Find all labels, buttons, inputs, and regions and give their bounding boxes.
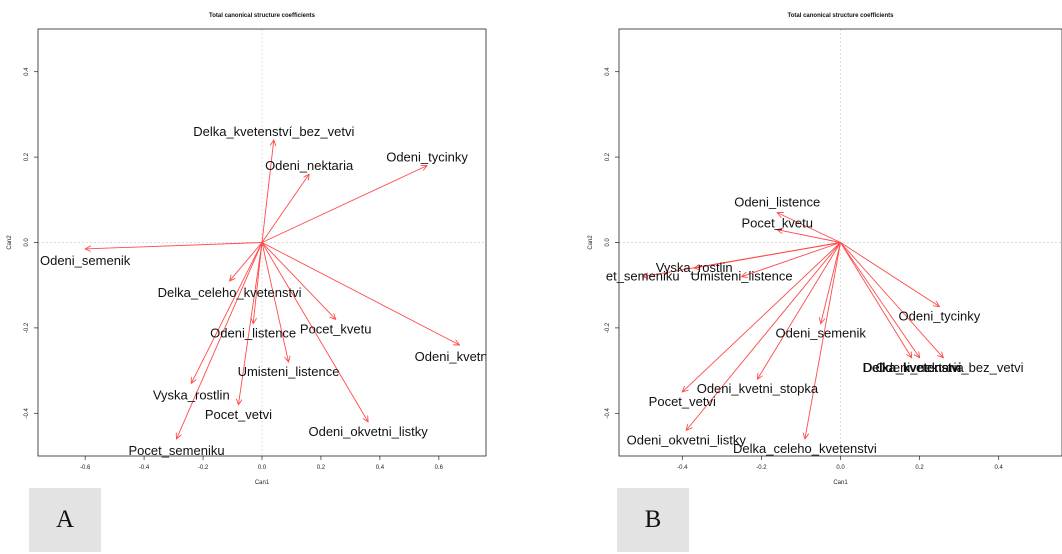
y-tick-label-b-4: 0.4 bbox=[605, 67, 611, 76]
arrow-label-b-6: Odeni_semenik bbox=[776, 326, 867, 341]
chart-panel-b: Total canonical structure coefficients -0… bbox=[588, 13, 1062, 486]
arrow-label-b-7: Delka_kvetenstvi bbox=[863, 360, 961, 375]
arrow-label-b-8: Odeni_nektaria bbox=[876, 360, 965, 375]
arrow-b-11 bbox=[682, 242, 841, 392]
arrow-label-b-12: Odeni_okvetni_listky bbox=[627, 432, 747, 447]
arrow-label-b-9: Delka_kvetenstvi_bez_vetvi bbox=[863, 360, 1024, 375]
x-tick-label-b-3: 0.2 bbox=[915, 465, 924, 471]
arrow-label-a-2: Odeni_tycinky bbox=[386, 150, 468, 165]
arrow-a-0 bbox=[261, 140, 274, 243]
arrow-b-7 bbox=[840, 242, 912, 358]
x-tick-label-a-0: -0.6 bbox=[80, 465, 91, 471]
arrow-b-8 bbox=[840, 242, 920, 358]
arrow-label-a-12: Pocet_semeniku bbox=[128, 443, 224, 458]
arrows-group-b: Odeni_listence Pocet_kvetu Vyska_rostlinet… bbox=[606, 195, 1024, 456]
y-tick-label-a-4: 0.4 bbox=[24, 67, 30, 76]
arrow-label-a-6: Pocet_kvetu bbox=[300, 321, 372, 336]
chart-title-a: Total canonical structure coefficients bbox=[209, 13, 316, 19]
arrow-b-12 bbox=[686, 242, 841, 431]
y-axis-label-a: Can2 bbox=[7, 235, 13, 250]
arrow-a-2 bbox=[261, 166, 427, 243]
x-tick-label-a-2: -0.2 bbox=[198, 465, 209, 471]
arrow-a-3 bbox=[85, 242, 263, 249]
arrow-a-4 bbox=[230, 242, 263, 281]
x-tick-label-b-0: -0.4 bbox=[677, 465, 688, 471]
arrow-label-a-0: Delka_kvetenství_bez_vetvi bbox=[193, 124, 354, 139]
arrow-label-b-13: Delka_celeho_kvetenstvi bbox=[733, 441, 877, 456]
y-tick-label-b-3: 0.2 bbox=[605, 152, 611, 161]
arrow-b-9 bbox=[840, 242, 944, 358]
panel-label-a: A bbox=[29, 488, 101, 552]
arrow-label-b-5: Odeni_tycinky bbox=[899, 309, 981, 324]
arrow-a-1 bbox=[261, 174, 309, 243]
arrow-label-b-10: Odeni_kvetni_stopka bbox=[697, 381, 819, 396]
y-tick-label-b-1: -0.2 bbox=[605, 322, 611, 333]
x-tick-label-a-6: 0.6 bbox=[435, 465, 444, 471]
arrow-label-a-8: Umisteni_listence bbox=[238, 364, 340, 379]
arrow-b-6 bbox=[821, 242, 841, 324]
arrow-b-4 bbox=[742, 242, 841, 277]
y-tick-label-a-0: -0.4 bbox=[24, 407, 30, 418]
arrow-label-a-1: Odeni_nektaria bbox=[265, 158, 354, 173]
arrow-label-a-5: Odeni_listence bbox=[210, 326, 296, 341]
arrow-label-b-2: Vyska_rostlin bbox=[656, 260, 733, 275]
y-axis-label-b: Can2 bbox=[588, 235, 594, 250]
arrow-a-11 bbox=[261, 242, 368, 422]
arrow-label-a-11: Odeni_okvetni_listky bbox=[308, 424, 428, 439]
arrow-b-1 bbox=[777, 230, 841, 243]
arrow-label-a-3: Odeni_semenik bbox=[40, 253, 131, 268]
x-tick-label-a-5: 0.4 bbox=[376, 465, 385, 471]
arrow-a-10 bbox=[238, 242, 263, 405]
arrow-b-5 bbox=[840, 242, 940, 307]
chart-panel-a: Total canonical structure coefficients -0… bbox=[7, 13, 487, 486]
arrow-label-b-0: Odeni_listence bbox=[734, 195, 820, 210]
arrow-label-a-7: Odeni_kvetni_s bbox=[415, 349, 505, 364]
arrow-b-0 bbox=[777, 213, 841, 243]
y-tick-label-b-0: -0.4 bbox=[605, 407, 611, 418]
y-tick-label-a-2: 0.0 bbox=[24, 238, 30, 247]
arrow-label-b-11: Pocet_vetvi bbox=[649, 394, 716, 409]
arrow-a-5 bbox=[253, 242, 263, 324]
arrow-label-b-1: Pocet_kvetu bbox=[741, 216, 813, 231]
arrow-label-a-4: Delka_celeho_kvetenstvi bbox=[158, 285, 302, 300]
arrow-b-3 bbox=[643, 242, 841, 277]
x-tick-label-a-4: 0.2 bbox=[317, 465, 326, 471]
arrow-b-13 bbox=[805, 242, 841, 439]
arrow-a-12 bbox=[177, 242, 263, 439]
x-tick-label-a-1: -0.4 bbox=[139, 465, 150, 471]
arrow-label-b-4: Umisteni_listence bbox=[691, 269, 793, 284]
panel-label-b: B bbox=[617, 488, 689, 552]
y-tick-label-a-1: -0.2 bbox=[24, 322, 30, 333]
arrow-label-a-10: Pocet_vetvi bbox=[205, 407, 272, 422]
y-tick-label-b-2: 0.0 bbox=[605, 238, 611, 247]
arrow-a-7 bbox=[261, 242, 459, 345]
chart-title-b: Total canonical structure coefficients bbox=[788, 13, 895, 19]
x-tick-label-b-2: 0.0 bbox=[836, 465, 845, 471]
arrow-label-a-9: Vyska_rostlin bbox=[153, 387, 230, 402]
arrow-b-10 bbox=[757, 242, 841, 380]
x-axis-label-a: Can1 bbox=[255, 480, 270, 486]
arrows-group-a: Delka_kvetenství_bez_vetvi Odeni_nektaria… bbox=[40, 124, 505, 458]
x-tick-label-a-3: 0.0 bbox=[258, 465, 267, 471]
x-tick-label-b-4: 0.4 bbox=[995, 465, 1004, 471]
arrow-a-6 bbox=[261, 242, 336, 320]
arrow-a-8 bbox=[261, 242, 289, 363]
arrow-a-9 bbox=[191, 242, 263, 384]
y-tick-label-a-3: 0.2 bbox=[24, 152, 30, 161]
arrow-label-b-3: et_semeniku bbox=[606, 269, 680, 284]
x-tick-label-b-1: -0.2 bbox=[756, 465, 767, 471]
x-axis-label-b: Can1 bbox=[833, 480, 848, 486]
